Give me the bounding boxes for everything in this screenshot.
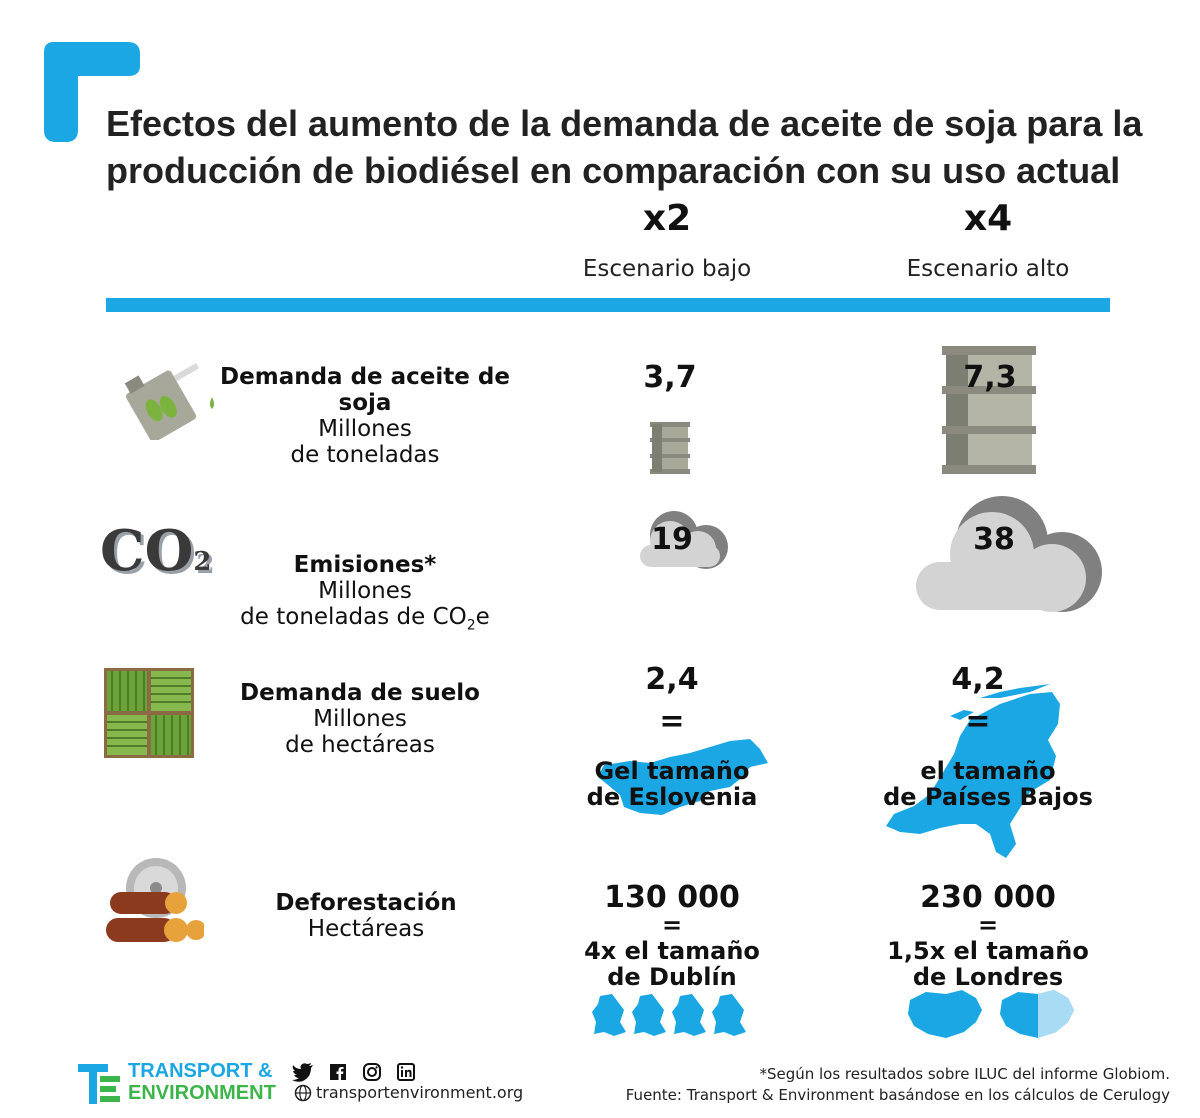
oil-row-title: Demanda de aceite de soja: [220, 364, 510, 416]
source-note: Fuente: Transport & Environment basándos…: [625, 1086, 1170, 1104]
land-low-equals: =: [659, 704, 685, 739]
small-cloud-icon: [640, 511, 728, 569]
page-title: Efectos del aumento de la demanda de ace…: [106, 103, 1143, 191]
deforestation-high-comparison-2: de Londres: [912, 963, 1064, 991]
emissions-unit-sub: 2: [466, 617, 476, 634]
emissions-low-value: 19: [651, 522, 693, 557]
twitter-icon[interactable]: [292, 1062, 314, 1082]
oil-row-label: Demanda de aceite de soja Millones de to…: [190, 364, 540, 468]
low-scenario-label: Escenario bajo: [582, 256, 752, 282]
te-logo-line-2: ENVIRONMENT: [128, 1082, 276, 1104]
london-maps-icon: [908, 990, 1074, 1038]
land-row-title: Demanda de suelo: [240, 680, 480, 706]
deforestation-high-value: 230 000: [920, 880, 1056, 915]
land-low-value: 2,4: [645, 662, 699, 697]
netherlands-map-icon: [886, 684, 1060, 858]
large-barrel-icon: [942, 346, 1036, 474]
land-high-comparison-1: el tamaño: [920, 757, 1056, 785]
oil-row-unit-1: Millones: [318, 416, 412, 442]
emissions-unit-suffix: e: [475, 604, 490, 630]
emissions-unit-prefix: de toneladas de CO: [240, 604, 467, 630]
facebook-icon[interactable]: [328, 1062, 348, 1082]
land-low-comparison-1: Gel tamaño: [594, 757, 750, 785]
instagram-icon[interactable]: [362, 1062, 382, 1082]
te-logo-icon: [78, 1064, 120, 1104]
te-logo-text: TRANSPORT & ENVIRONMENT: [128, 1060, 276, 1104]
footer-notes: *Según los resultados sobre ILUC del inf…: [626, 1064, 1170, 1106]
deforestation-high-comparison: 1,5x el tamaño de Londres: [858, 938, 1118, 990]
footnote: *Según los resultados sobre ILUC del inf…: [759, 1065, 1170, 1083]
te-logo-line-1: TRANSPORT &: [128, 1060, 273, 1082]
land-high-equals: =: [965, 704, 991, 739]
deforestation-row-unit: Hectáreas: [307, 916, 425, 942]
low-scenario-multiplier: x2: [642, 198, 692, 239]
emissions-high-value: 38: [973, 522, 1015, 557]
deforestation-high-equals: =: [977, 911, 999, 939]
linkedin-icon[interactable]: [396, 1062, 416, 1082]
emissions-row-unit-2: de toneladas de CO2e: [215, 604, 515, 639]
small-barrel-icon: [650, 422, 690, 474]
land-low-comparison: Gel tamaño de Eslovenia: [552, 758, 792, 810]
oil-row-unit-2: de toneladas: [290, 442, 440, 468]
high-scenario-multiplier: x4: [963, 198, 1013, 239]
globe-icon: [294, 1084, 312, 1101]
oil-jerrycan-icon: [124, 363, 214, 440]
slovenia-map-icon: [598, 739, 768, 815]
land-low-comparison-2: de Eslovenia: [586, 783, 758, 811]
high-scenario-label: Escenario alto: [906, 256, 1070, 282]
land-row-unit-1: Millones: [313, 706, 407, 732]
co2-icon: CO2: [100, 518, 211, 584]
corner-bracket-decoration: [44, 42, 140, 142]
deforestation-high-comparison-1: 1,5x el tamaño: [887, 937, 1089, 965]
dublin-maps-icon: [592, 994, 746, 1036]
deforestation-low-comparison: 4x el tamaño de Dublín: [552, 938, 792, 990]
emissions-row-title: Emisiones*: [293, 552, 437, 578]
deforestation-low-equals: =: [661, 911, 683, 939]
social-icons: [292, 1062, 416, 1082]
oil-high-value: 7,3: [963, 360, 1017, 395]
land-row-unit-2: de hectáreas: [285, 732, 435, 758]
oil-low-value: 3,7: [643, 360, 697, 395]
deforestation-row-title: Deforestación: [275, 890, 457, 916]
emissions-row-label: Emisiones* Millones de toneladas de CO2e: [215, 552, 515, 639]
deforestation-low-value: 130 000: [604, 880, 740, 915]
land-row-label: Demanda de suelo Millones de hectáreas: [210, 680, 510, 758]
co2-icon-subscript: 2: [193, 547, 212, 577]
emissions-row-unit-1: Millones: [318, 578, 412, 604]
deforestation-low-comparison-1: 4x el tamaño: [584, 937, 760, 965]
land-high-comparison-2: de Países Bajos: [883, 783, 1093, 811]
deforestation-low-comparison-2: de Dublín: [607, 963, 737, 991]
co2-icon-text: CO: [100, 518, 194, 584]
large-cloud-icon: [916, 496, 1102, 612]
header-divider: [106, 298, 1110, 312]
farm-fields-icon: [104, 668, 194, 758]
land-high-value: 4,2: [951, 662, 1005, 697]
land-high-comparison: el tamaño de Países Bajos: [858, 758, 1118, 810]
deforestation-row-label: Deforestación Hectáreas: [216, 890, 516, 942]
website-text: transportenvironment.org: [316, 1083, 524, 1102]
logs-saw-icon: [106, 858, 204, 942]
website-link[interactable]: transportenvironment.org: [294, 1083, 523, 1102]
